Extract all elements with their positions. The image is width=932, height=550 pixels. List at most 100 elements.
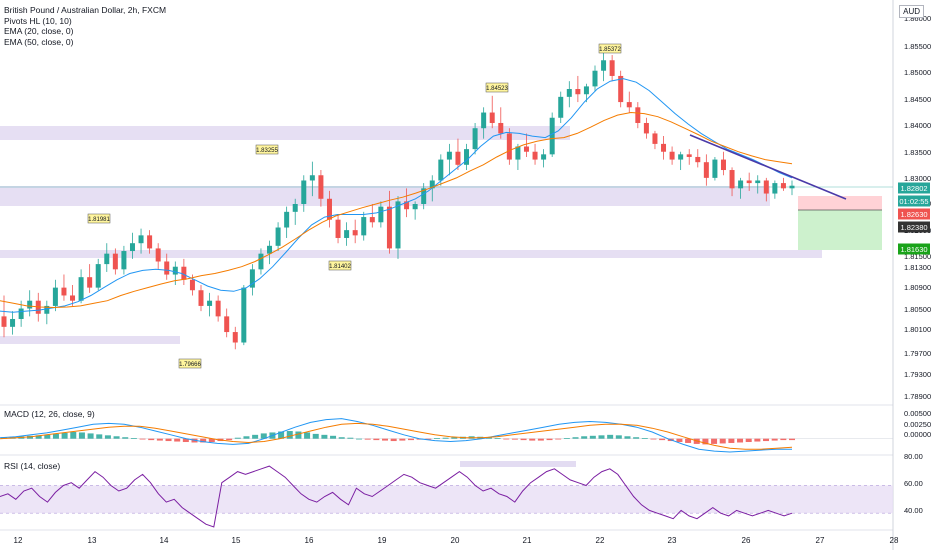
macd-histogram-bar (546, 438, 553, 441)
macd-histogram-bar (96, 434, 103, 439)
macd-histogram-bar (485, 437, 492, 439)
macd-histogram-bar (711, 438, 718, 444)
rsi-tick-label: 60.00 (904, 479, 923, 488)
macd-histogram-bar (364, 438, 371, 440)
macd-histogram-bar (780, 438, 787, 441)
candle-body (438, 159, 444, 181)
candle-body (61, 287, 67, 296)
candle-body (609, 60, 615, 76)
price-label: 1.82380 (900, 223, 927, 232)
macd-histogram-bar (52, 433, 59, 439)
rsi-title[interactable]: RSI (14, close) (4, 461, 61, 471)
macd-line (0, 418, 792, 453)
macd-title[interactable]: MACD (12, 26, close, 9) (4, 409, 95, 419)
macd-histogram-bar (252, 434, 259, 439)
candle-body (232, 332, 238, 343)
candle-body (455, 151, 461, 165)
ema20-line (0, 78, 793, 313)
pivot-label-box (87, 213, 111, 224)
rsi-tick-label: 80.00 (904, 452, 923, 461)
symbol-title[interactable]: British Pound / Australian Dollar, 2h, F… (4, 5, 167, 15)
stop-loss-zone (798, 196, 882, 210)
ema20-indicator-label[interactable]: EMA (20, close, 0) (4, 26, 74, 36)
macd-histogram-bar (165, 438, 172, 442)
macd-histogram-bar (234, 437, 241, 439)
candle-body (147, 235, 153, 249)
price-tick-label: 1.85500 (904, 42, 931, 51)
time-tick-label: 21 (523, 536, 532, 545)
macd-histogram-bar (278, 431, 285, 439)
price-tick-label: 1.79300 (904, 370, 931, 379)
candle-body (70, 295, 76, 301)
macd-histogram-bar (321, 434, 328, 439)
candle-body (275, 227, 281, 246)
macd-histogram-bar (442, 437, 449, 439)
macd-histogram-bar (78, 432, 85, 439)
time-tick-label: 23 (668, 536, 677, 545)
macd-pane (0, 418, 893, 453)
candle-body (541, 154, 547, 160)
macd-histogram-bar (139, 438, 146, 440)
pivots-indicator-label[interactable]: Pivots HL (10, 10) (4, 15, 72, 26)
macd-histogram-bar (156, 438, 163, 441)
pivot-label: 1.83255 (256, 148, 278, 154)
price-tick-label: 1.78900 (904, 392, 931, 401)
candle-body (404, 201, 410, 210)
candle-body (378, 206, 384, 223)
candle-body (44, 305, 50, 314)
macd-histogram-bar (745, 438, 752, 443)
candle-body (284, 211, 290, 228)
candle-body (207, 300, 213, 306)
macd-histogram-bar (399, 438, 406, 441)
candle-body (18, 308, 24, 319)
ema50-indicator-label[interactable]: EMA (50, close, 0) (4, 36, 74, 47)
macd-histogram-bar (494, 438, 501, 439)
candle-body (121, 251, 127, 270)
macd-histogram-bar (35, 435, 42, 439)
price-axis[interactable]: 1.86000 1.85500 1.85000 1.84500 1.84000 1.835… (898, 14, 931, 515)
candle-body (181, 266, 187, 280)
candle-body (601, 60, 607, 71)
candle-body (198, 290, 204, 306)
macd-histogram-bar (70, 431, 77, 439)
pivot-label: 1.79666 (179, 362, 201, 368)
pivot-label: 1.84523 (486, 86, 508, 92)
time-tick-label: 16 (305, 536, 314, 545)
macd-histogram-bar (503, 438, 510, 440)
currency-badge[interactable]: AUD (899, 5, 924, 18)
price-label: 01:02:55 (899, 197, 928, 206)
macd-histogram-bar (754, 438, 761, 442)
candle-body (249, 269, 255, 288)
candle-body (481, 112, 487, 129)
chart-legend: British Pound / Australian Dollar, 2h, F… (4, 5, 166, 47)
macd-histogram-bar (624, 436, 631, 439)
trendline[interactable] (689, 134, 847, 200)
candle-body (309, 175, 315, 181)
candle-body (464, 149, 470, 165)
candle-body (712, 159, 718, 178)
macd-histogram-bar (148, 438, 155, 441)
pivot-label: 1.81402 (329, 264, 351, 270)
take-profit-zone (798, 210, 882, 250)
rsi-line (0, 465, 793, 528)
macd-histogram-bar (312, 433, 319, 439)
macd-histogram-bar (104, 435, 111, 439)
pivot-labels: 1.81981 1.79666 1.83255 1.81402 1.84523 1.853… (87, 43, 622, 369)
candle-body (626, 102, 632, 108)
macd-histogram-bar (382, 438, 389, 441)
support-resistance-zones (0, 126, 893, 344)
time-axis[interactable]: 12 13 14 15 16 19 20 21 22 23 26 27 28 (14, 536, 899, 545)
candle-body (678, 154, 684, 160)
candle-body (686, 154, 692, 157)
macd-histogram-bar (728, 438, 735, 443)
macd-histogram-bar (44, 434, 51, 439)
candle-body (155, 248, 161, 262)
candle-body (301, 180, 307, 204)
price-tick-label: 1.80100 (904, 325, 931, 334)
grid (0, 0, 894, 550)
candle-body (549, 117, 555, 155)
macd-histogram-bar (520, 438, 527, 441)
price-tick-label: 1.81500 (904, 252, 931, 261)
candle-body (472, 128, 478, 150)
